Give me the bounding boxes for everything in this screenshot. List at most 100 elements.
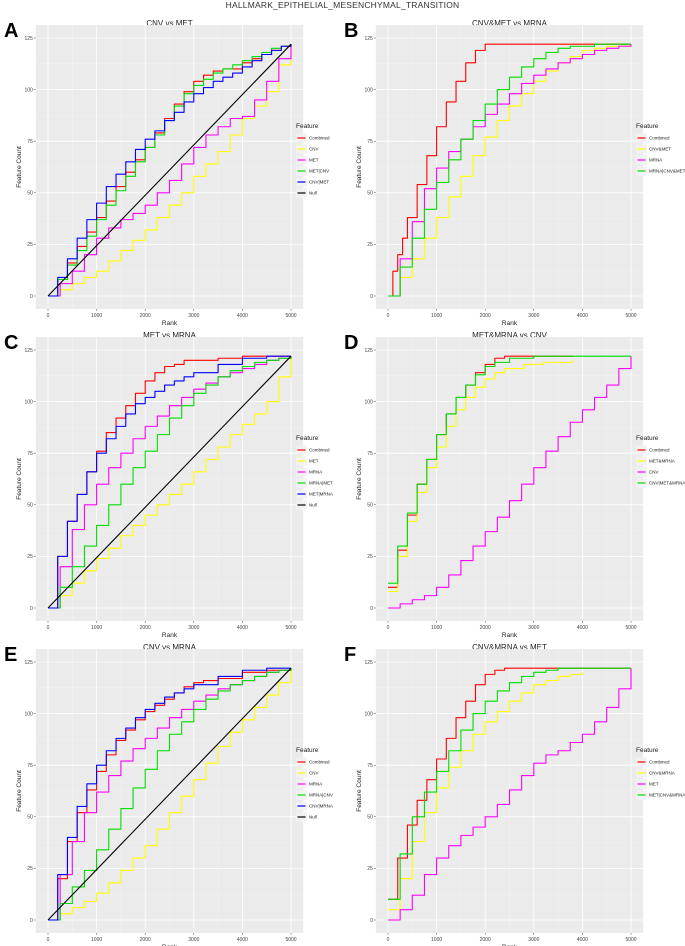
y-tick-label: 0 (30, 606, 33, 612)
panel-title: CNV&MET vs MRNA (472, 19, 548, 28)
legend-entry-label: MET (309, 158, 319, 163)
x-tick-label: 3000 (188, 313, 199, 319)
y-tick-label: 75 (27, 139, 33, 145)
y-tick-label: 75 (367, 139, 373, 145)
x-tick-label: 3000 (188, 625, 199, 631)
legend-entry-label: MET (649, 782, 659, 787)
panel-title: MET vs MRNA (143, 331, 196, 340)
x-tick-label: 2000 (480, 937, 491, 943)
y-tick-label: 75 (27, 451, 33, 457)
series-line-cnv (48, 668, 292, 921)
series-line-cnv-met-mrna (388, 355, 631, 584)
x-tick-label: 1000 (91, 313, 102, 319)
y-tick-label: 50 (367, 815, 373, 821)
x-tick-label: 3000 (188, 937, 199, 943)
x-tick-label: 1000 (91, 937, 102, 943)
legend-title: Feature (296, 435, 319, 442)
panel-a-chart: CNV vs MET 0 1000 2000 3000 4000 5000 0 25 50 75 10… (16, 19, 330, 327)
series-line-null (47, 43, 292, 297)
panel-letter-b: B (344, 20, 359, 42)
legend-entry-label: Combined (309, 760, 330, 765)
y-tick-label: 0 (370, 918, 373, 924)
x-tick-label: 5000 (285, 625, 296, 631)
legend-entry-label: MET|CNV (309, 169, 329, 174)
y-tick-label: 25 (367, 866, 373, 872)
y-tick-label: 0 (370, 606, 373, 612)
series-line-null (47, 667, 292, 921)
series-line-cnv-met (48, 44, 292, 297)
y-tick-label: 25 (27, 866, 33, 872)
x-tick-label: 5000 (625, 313, 636, 319)
series-line-null (47, 355, 292, 609)
x-tick-label: 0 (47, 625, 50, 631)
y-tick-label: 125 (25, 348, 34, 354)
x-tick-label: 2000 (140, 937, 151, 943)
series-line-met-mrna (388, 360, 574, 593)
y-axis-label: Feature Count (356, 458, 363, 500)
panel-letter-c: C (4, 332, 19, 354)
panel-c-chart: MET vs MRNA 0 1000 2000 3000 4000 5000 0 25 50 75 1… (16, 331, 333, 639)
y-tick-label: 100 (25, 711, 34, 717)
x-axis-label: Rank (162, 320, 178, 327)
x-tick-label: 2000 (140, 313, 151, 319)
y-tick-label: 50 (27, 191, 33, 197)
panel-title: CNV&MRNA vs MET (472, 643, 547, 652)
series-line-cnv (388, 356, 632, 609)
series-line-cnv-mrna (388, 672, 583, 911)
y-tick-label: 75 (367, 451, 373, 457)
y-tick-label: 25 (27, 242, 33, 248)
y-tick-label: 75 (27, 763, 33, 769)
x-tick-label: 2000 (480, 625, 491, 631)
series-line-met-mrna (48, 355, 291, 609)
x-tick-label: 0 (387, 937, 390, 943)
panel-title: CNV vs MRNA (143, 643, 197, 652)
legend-entry-label: Combined (309, 136, 330, 141)
legend: Feature Combined CNV&MET MRNA MRNA|CNV&MET (636, 123, 685, 176)
legend-entry-label: MRNA|CNV (309, 793, 333, 798)
y-tick-label: 50 (27, 815, 33, 821)
series-line-met (48, 356, 292, 609)
series-line-mrna-cnv (48, 668, 292, 921)
panel-f-chart: CNV&MRNA vs MET 0 1000 2000 3000 4000 5000 0 25 5… (356, 643, 685, 946)
legend-entry-label: MRNA|MET (309, 481, 333, 486)
y-tick-label: 0 (30, 294, 33, 300)
legend-title: Feature (636, 747, 659, 754)
x-tick-label: 1000 (91, 625, 102, 631)
legend-title: Feature (636, 123, 659, 130)
x-tick-label: 1000 (431, 937, 442, 943)
legend-title: Feature (296, 123, 319, 130)
y-tick-label: 0 (370, 294, 373, 300)
x-tick-label: 0 (387, 313, 390, 319)
legend-entry-label: MRNA|CNV&MET (649, 169, 685, 174)
legend-entry-label: MRNA (309, 782, 322, 787)
y-axis-label: Feature Count (356, 770, 363, 812)
legend: Feature Combined CNV&MRNA MET MET|CNV&MRNA (636, 747, 685, 800)
y-tick-label: 25 (27, 554, 33, 560)
legend-entry-label: MET&MRNA (649, 459, 675, 464)
legend: Feature Combined CNV MRNA MRNA|CNV CNV|MRNA Nu… (296, 747, 333, 822)
legend-entry-label: Combined (649, 760, 670, 765)
y-tick-label: 100 (365, 87, 374, 93)
y-tick-label: 125 (365, 348, 374, 354)
y-axis-label: Feature Count (16, 146, 23, 188)
x-tick-label: 5000 (625, 625, 636, 631)
x-tick-label: 2000 (140, 625, 151, 631)
x-tick-label: 5000 (625, 937, 636, 943)
y-tick-label: 50 (367, 191, 373, 197)
x-tick-label: 1000 (431, 313, 442, 319)
x-tick-label: 0 (47, 313, 50, 319)
legend-entry-label: MRNA (649, 158, 662, 163)
legend-entry-label: Null (309, 815, 317, 820)
x-tick-label: 4000 (237, 313, 248, 319)
panel-e-chart: CNV vs MRNA 0 1000 2000 3000 4000 5000 0 25 50 75 1… (16, 643, 333, 946)
x-tick-label: 2000 (480, 313, 491, 319)
y-tick-label: 25 (367, 242, 373, 248)
legend-entry-label: CNV|MET&MRNA (649, 481, 685, 486)
x-tick-label: 4000 (237, 625, 248, 631)
series-line-cnv-met (388, 44, 632, 297)
x-tick-label: 3000 (528, 313, 539, 319)
legend-entry-label: CNV&MRNA (649, 771, 675, 776)
y-axis-label: Feature Count (16, 770, 23, 812)
x-tick-label: 5000 (285, 313, 296, 319)
legend-entry-label: Combined (309, 448, 330, 453)
